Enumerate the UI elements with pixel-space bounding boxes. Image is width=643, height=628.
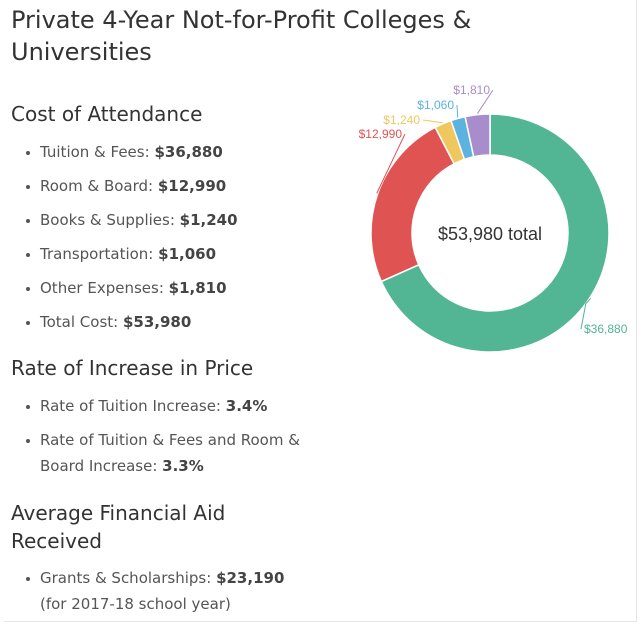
slice-label: $12,990 (359, 127, 403, 141)
slice-label: $1,240 (383, 113, 420, 127)
slice-label: $1,810 (453, 83, 490, 97)
cost-donut-chart: $36,880 $12,990$1,240$1,060$1,810 $53,980… (359, 83, 628, 353)
label-leader-line (476, 89, 494, 114)
list-item: Other Expenses: $1,810 (0, 275, 320, 301)
aid-list: Grants & Scholarships: $23,190 (for 2017-… (0, 565, 320, 617)
cost-list: Tuition & Fees: $36,880 Room & Board: $1… (0, 139, 320, 335)
list-item: Books & Supplies: $1,240 (0, 207, 320, 233)
slice-label: $36,880 (584, 322, 628, 336)
label-leader-line (456, 104, 459, 118)
cost-heading: Cost of Attendance (11, 102, 203, 126)
chart-center-label: $53,980 total (438, 224, 542, 244)
page-title: Private 4-Year Not-for-Profit Colleges &… (11, 6, 472, 66)
list-item: Room & Board: $12,990 (0, 173, 320, 199)
list-item: Transportation: $1,060 (0, 241, 320, 267)
donut-slice[interactable] (380, 113, 610, 353)
list-item: Grants & Scholarships: $23,190 (for 2017-… (0, 565, 320, 617)
label-leader-line (376, 133, 406, 194)
list-item: Tuition & Fees: $36,880 (0, 139, 320, 165)
slice-label: $1,060 (417, 98, 454, 112)
list-item: Rate of Tuition Increase: 3.4% (0, 393, 320, 419)
donut-slice[interactable] (464, 113, 491, 158)
aid-heading: Average Financial Aid Received (11, 501, 226, 553)
list-item: Rate of Tuition & Fees and Room & Board … (0, 427, 320, 479)
content-card (4, 0, 637, 622)
label-leader-line (422, 119, 443, 124)
donut-slice[interactable] (370, 126, 456, 283)
rate-heading: Rate of Increase in Price (11, 356, 254, 380)
list-item: Total Cost: $53,980 (0, 309, 320, 335)
label-leader-line (580, 297, 592, 330)
rate-list: Rate of Tuition Increase: 3.4% Rate of T… (0, 393, 320, 479)
